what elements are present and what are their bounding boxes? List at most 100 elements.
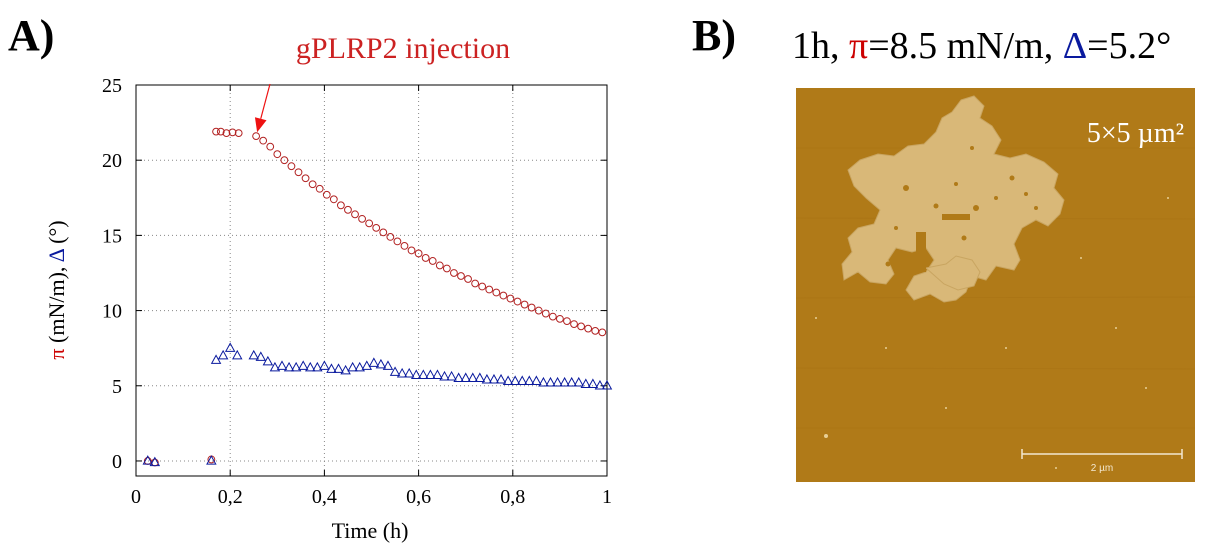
- pi-data-point: [329, 195, 338, 204]
- delta-data-point: [425, 369, 436, 379]
- pi-data-point: [322, 190, 331, 199]
- pi-data-point: [308, 180, 317, 189]
- pi-data-point: [252, 132, 261, 141]
- delta-data-point: [495, 373, 507, 384]
- delta-data-point: [312, 361, 323, 372]
- pi-data-point: [336, 201, 345, 210]
- delta-data-point: [502, 375, 514, 385]
- pi-data-point: [499, 291, 508, 300]
- annotation-label: gPLRP2 injection: [296, 32, 510, 65]
- pi-data-point: [428, 257, 437, 265]
- pi-data-point: [301, 174, 310, 183]
- pi-data-point: [393, 237, 402, 246]
- delta-data-point: [368, 357, 380, 367]
- pi-data-point: [259, 136, 268, 145]
- delta-data-point: [347, 361, 358, 372]
- pi-data-point: [534, 306, 543, 315]
- x-tick-label: 0,2: [218, 486, 243, 508]
- delta-data-point: [594, 379, 606, 390]
- delta-data-point: [531, 375, 542, 385]
- delta-data-point: [305, 361, 316, 372]
- delta-data-point: [206, 455, 217, 465]
- pi-data-point: [527, 303, 536, 312]
- delta-data-point: [290, 361, 302, 372]
- delta-data-point: [224, 342, 236, 352]
- delta-data-point: [509, 375, 521, 385]
- delta-data-point: [382, 360, 394, 370]
- pi-data-point: [591, 326, 600, 335]
- delta-data-point: [297, 360, 309, 370]
- pi-data-point: [450, 269, 458, 277]
- caption-delta-value: =5.2°: [1087, 25, 1172, 67]
- delta-data-point: [432, 369, 443, 379]
- pi-data-point: [471, 279, 480, 288]
- pi-data-point: [506, 294, 515, 303]
- pi-data-point: [577, 322, 585, 331]
- delta-data-point: [481, 373, 493, 384]
- scale-bar: [1021, 449, 1183, 459]
- pi-data-point: [344, 205, 352, 214]
- lipid-domain: [841, 95, 1065, 303]
- afm-scan-size-label: 5×5 µm²: [1087, 118, 1184, 149]
- pi-data-point: [464, 275, 472, 283]
- pi-data-point: [351, 210, 359, 219]
- y-tick-label: 25: [102, 75, 122, 97]
- delta-data-point: [460, 372, 471, 382]
- delta-data-point: [354, 361, 365, 372]
- delta-data-point: [545, 376, 556, 387]
- delta-data-point: [488, 373, 500, 384]
- pi-data-point: [294, 168, 303, 177]
- delta-data-point: [418, 369, 429, 379]
- pi-data-point: [598, 328, 607, 337]
- pi-data-point: [400, 242, 409, 250]
- delta-data-point: [474, 372, 486, 382]
- pi-data-point: [365, 219, 374, 228]
- pi-data-point: [379, 228, 388, 237]
- delta-data-point: [283, 361, 295, 372]
- delta-data-point: [559, 376, 570, 387]
- pi-data-point: [541, 309, 550, 318]
- delta-data-point: [276, 360, 288, 370]
- delta-data-point: [538, 376, 549, 387]
- pi-data-point: [234, 129, 243, 138]
- pi-data-point: [584, 324, 593, 333]
- delta-data-point: [587, 378, 599, 388]
- delta-data-point: [210, 354, 222, 364]
- x-axis-label: Time (h): [332, 518, 409, 543]
- y-label-unit-2: (°): [44, 220, 69, 249]
- caption-delta-symbol: Δ: [1062, 25, 1088, 67]
- x-tick-label: 1: [602, 486, 612, 508]
- pi-data-point: [386, 232, 395, 241]
- pi-data-point: [520, 300, 529, 309]
- x-tick-label: 0,8: [500, 486, 525, 508]
- x-tick-label: 0: [131, 486, 141, 508]
- y-tick-label: 5: [112, 376, 122, 398]
- delta-data-point: [262, 355, 274, 366]
- pi-data-point: [216, 127, 225, 136]
- pi-data-point: [315, 184, 324, 193]
- delta-data-point: [248, 349, 259, 360]
- grid-lines: [136, 85, 607, 476]
- delta-data-point: [439, 370, 450, 381]
- delta-data-point: [142, 455, 154, 465]
- y-label-pi: π: [44, 348, 69, 359]
- delta-data-point: [524, 375, 535, 385]
- delta-data-point: [396, 367, 408, 378]
- delta-data-point: [453, 372, 464, 382]
- delta-data-point: [389, 366, 401, 376]
- pi-data-point: [563, 317, 571, 326]
- afm-background: [796, 88, 1195, 482]
- delta-data-point: [446, 370, 457, 381]
- annotation-arrowhead: [254, 117, 267, 133]
- pi-data-point: [513, 297, 522, 306]
- delta-data-point: [269, 361, 281, 372]
- pi-data-point: [212, 127, 220, 136]
- pi-data-point: [421, 254, 430, 262]
- pi-data-point: [228, 128, 237, 137]
- delta-data-point: [361, 360, 373, 370]
- y-axis-label: π (mN/m), Δ (°): [44, 220, 69, 359]
- data-points: [142, 127, 613, 467]
- delta-data-point: [340, 364, 351, 375]
